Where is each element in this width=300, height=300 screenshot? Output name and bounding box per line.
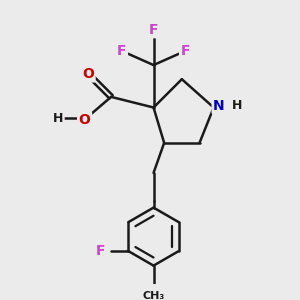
Text: H: H [232,99,242,112]
Text: N: N [213,99,225,113]
Text: F: F [181,44,190,58]
Text: F: F [149,23,158,37]
Text: F: F [117,44,127,58]
Text: H: H [53,112,63,124]
Text: CH₃: CH₃ [142,291,165,300]
Text: F: F [95,244,105,258]
Text: O: O [82,67,94,81]
Text: O: O [79,113,91,127]
